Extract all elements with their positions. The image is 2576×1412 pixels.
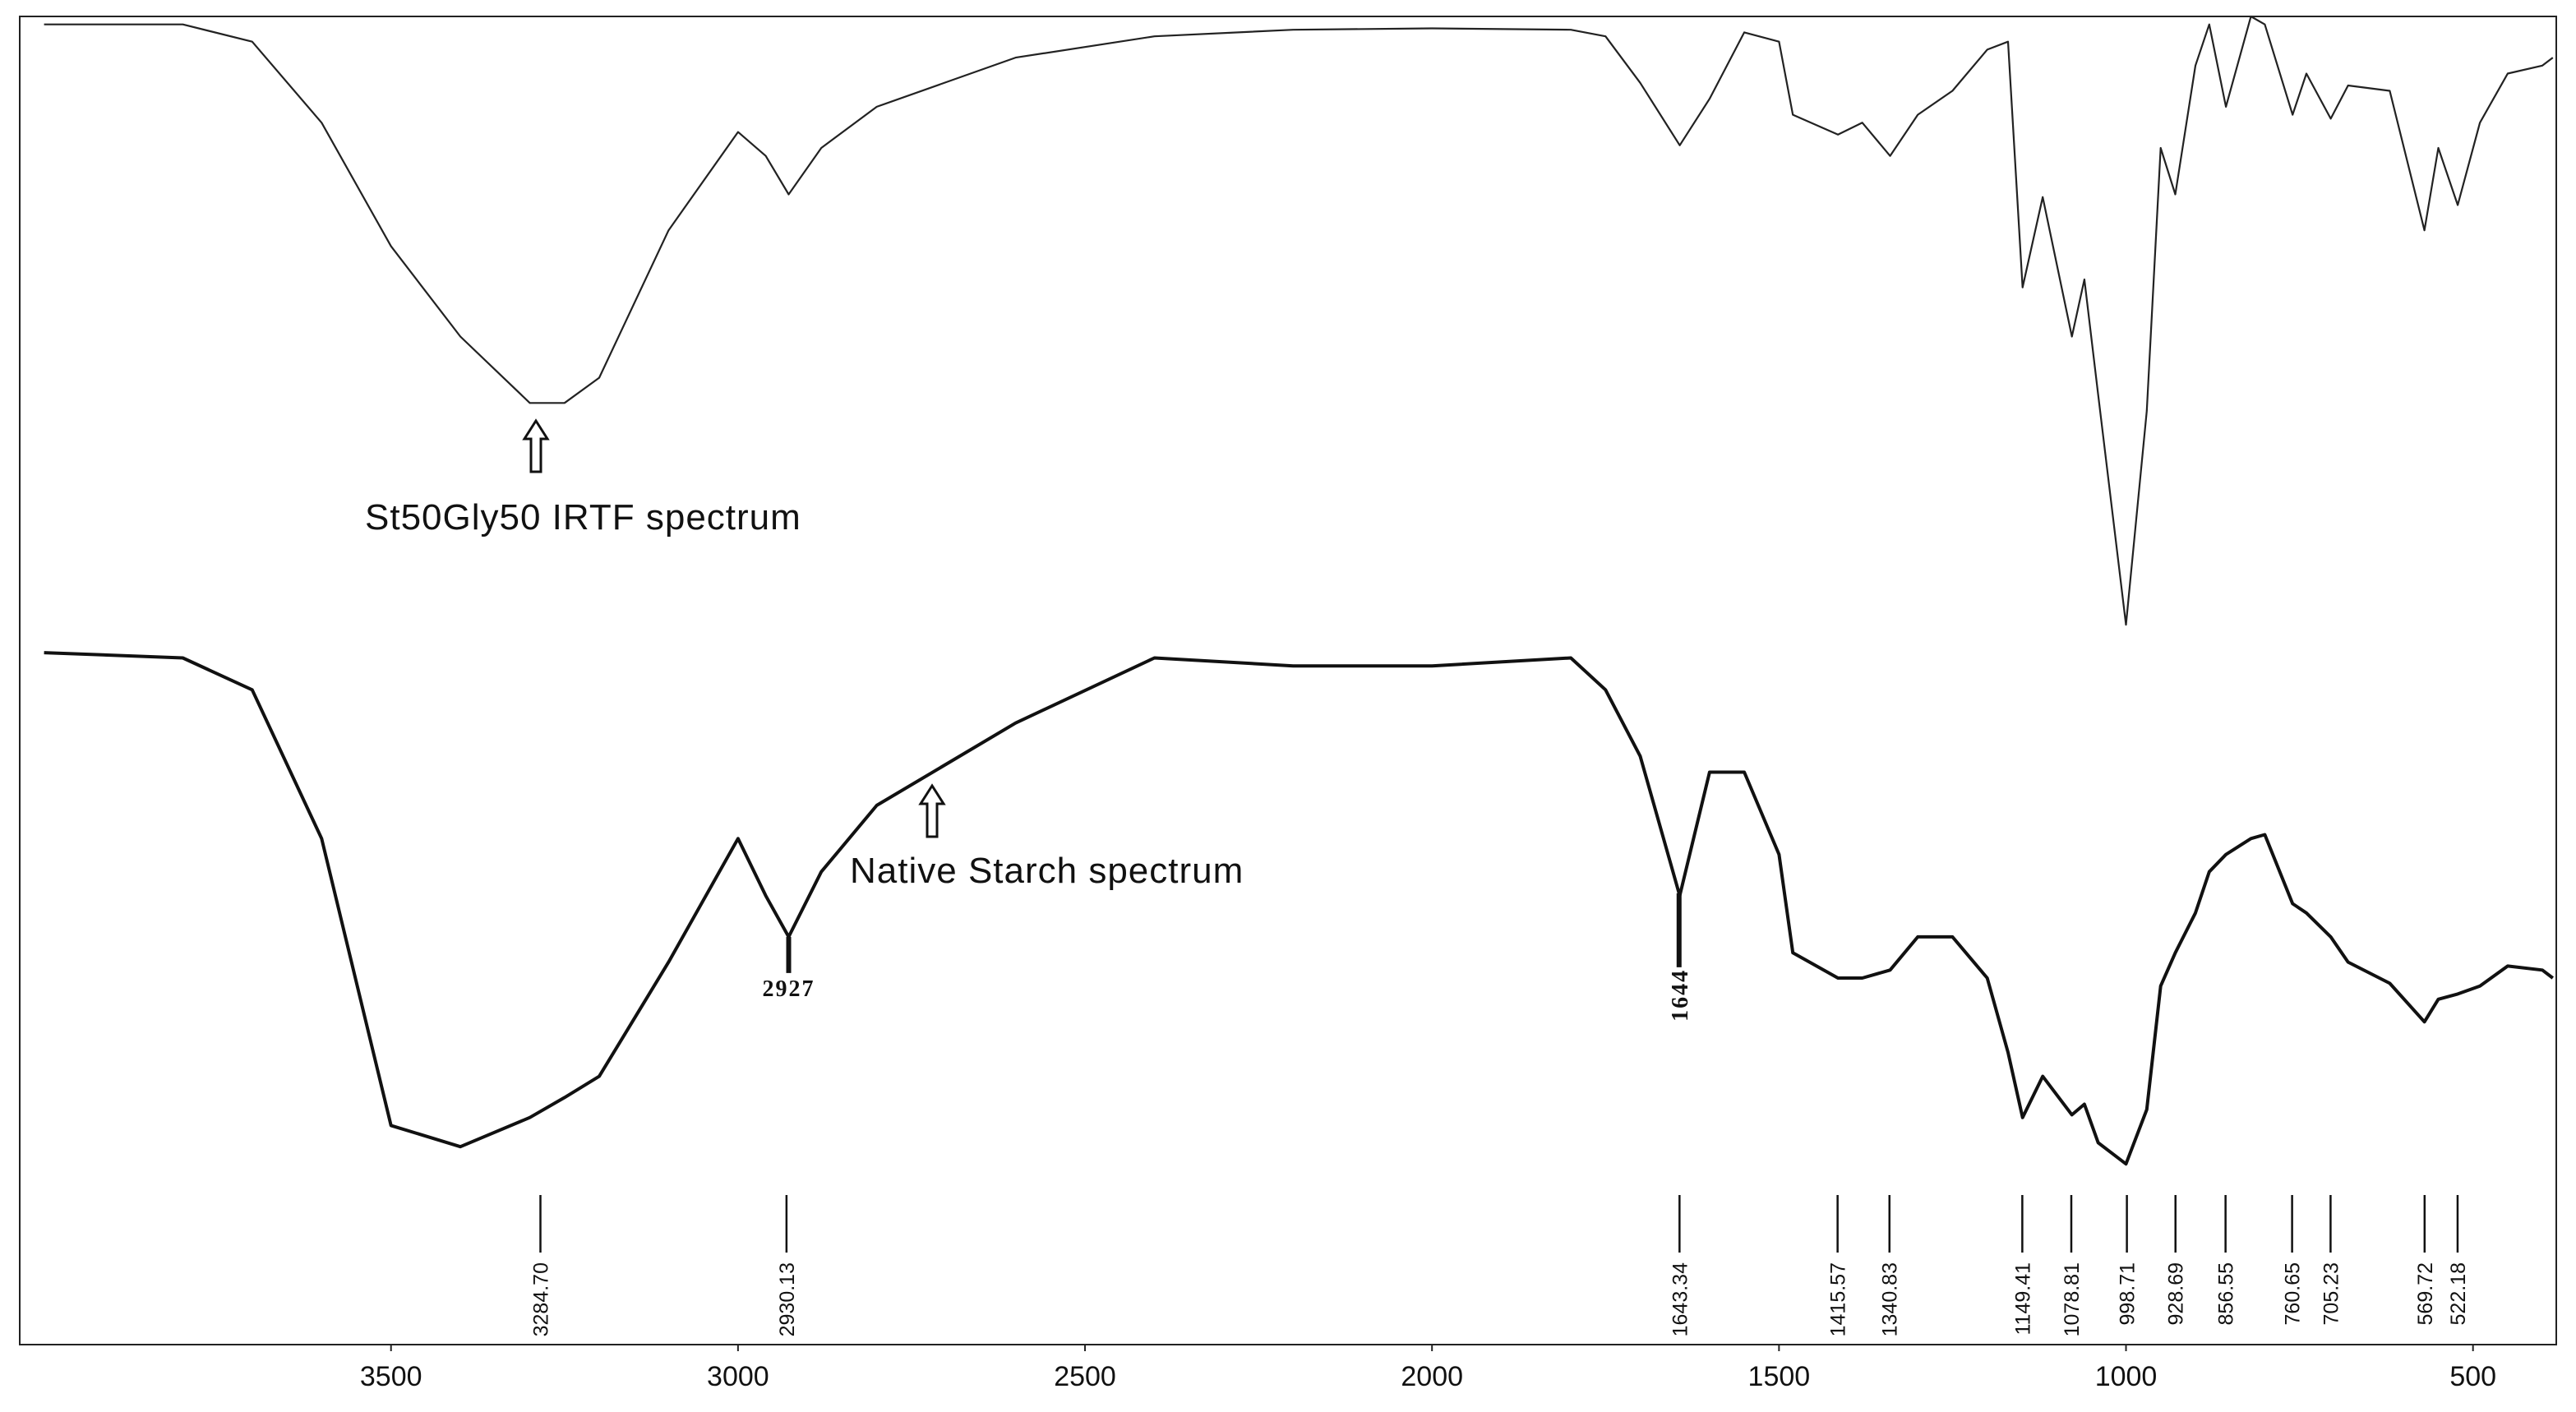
plot-frame: [19, 16, 2557, 1345]
peak-marker-label: 2927: [763, 976, 815, 1002]
x-tick-label: 2500: [1054, 1361, 1116, 1392]
peak-label: 760.65: [2282, 1262, 2305, 1325]
x-tick-label: 1500: [1748, 1361, 1811, 1392]
peak-label: 705.23: [2320, 1262, 2343, 1325]
arrow: [522, 418, 550, 473]
spectrum-line: [44, 15, 2554, 626]
spectrum-line: [44, 651, 2555, 1166]
annotation: St50Gly50 IRTF spectrum: [365, 497, 801, 538]
peak-label: 1643.34: [1669, 1262, 1692, 1336]
peak-label: 1078.81: [2061, 1262, 2084, 1336]
arrow: [918, 783, 946, 838]
peak-label: 2930.13: [776, 1262, 799, 1336]
peak-marker-label: 1644: [1668, 969, 1693, 1022]
peak-label: 1415.57: [1827, 1262, 1850, 1336]
peak-label: 998.71: [2117, 1262, 2140, 1325]
peak-label: 928.69: [2165, 1262, 2188, 1325]
x-tick-label: 3500: [360, 1361, 422, 1392]
peak-label: 522.18: [2447, 1262, 2470, 1325]
x-tick-label: 3000: [707, 1361, 769, 1392]
annotation: Native Starch spectrum: [850, 851, 1244, 891]
x-tick-label: 500: [2449, 1361, 2496, 1392]
x-tick-label: 1000: [2095, 1361, 2158, 1392]
peak-label: 569.72: [2414, 1262, 2437, 1325]
peak-label: 3284.70: [529, 1262, 552, 1336]
peak-label: 1149.41: [2011, 1262, 2034, 1336]
peak-label: 856.55: [2215, 1262, 2238, 1325]
x-tick-label: 2000: [1401, 1361, 1463, 1392]
peak-label: 1340.83: [1879, 1262, 1902, 1336]
